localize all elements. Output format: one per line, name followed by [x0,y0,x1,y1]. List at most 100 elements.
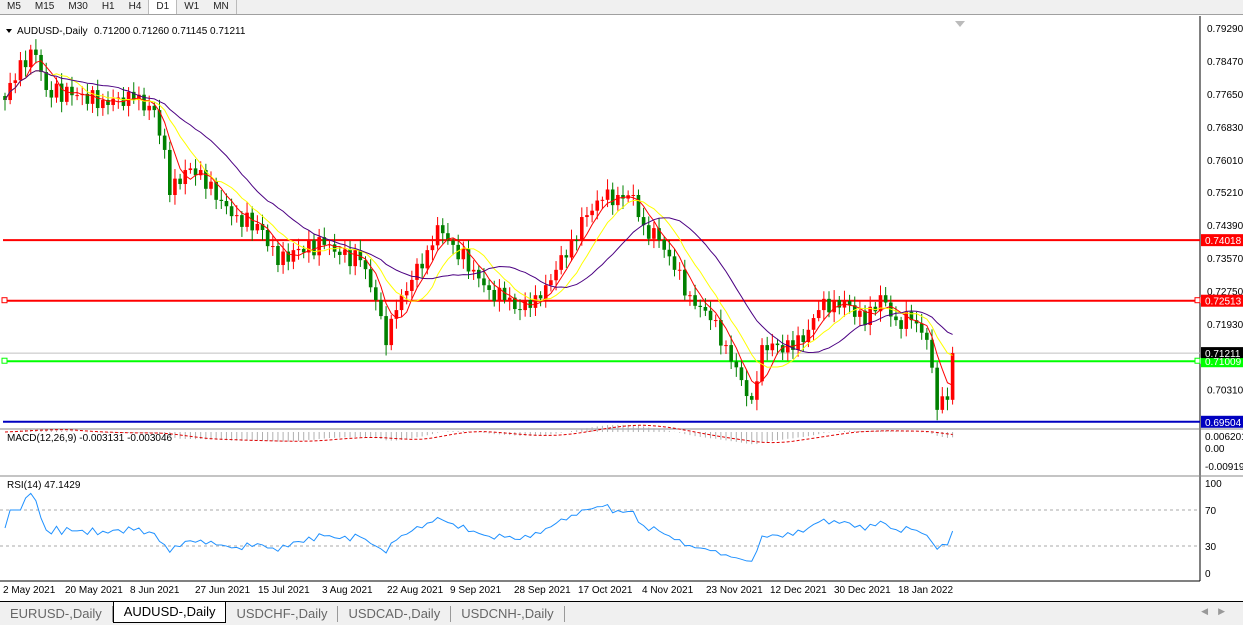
candle-bearish [178,178,182,185]
candle-bullish [760,345,764,382]
candle-bullish [533,295,538,308]
candle-bearish [852,305,857,317]
candle-bearish [322,237,327,245]
candle-bearish [791,340,795,350]
timeframe-M15[interactable]: M15 [34,1,55,12]
candle-bullish [137,94,141,101]
candle-bearish [945,396,950,400]
candle-bearish [487,285,491,290]
candle-bearish [703,307,708,311]
level-price-label: 0.71009 [1205,357,1242,368]
candle-bullish [425,250,430,269]
candle-bullish [271,246,275,248]
tab-usdcad[interactable]: USDCAD-,Daily [338,605,452,622]
candle-bearish [363,260,368,270]
candle-bullish [950,353,955,400]
candle-bullish [245,212,249,227]
timeframe-H1[interactable]: H1 [101,1,115,12]
candle-bearish [775,343,780,346]
timeframe-W1[interactable]: W1 [184,1,200,12]
candle-bearish [374,287,378,301]
candle-bearish [909,311,914,321]
candle-bullish [904,311,909,329]
candle-bullish [18,60,23,81]
candle-bullish [317,237,321,256]
candle-bearish [265,230,270,247]
candle-bearish [873,306,878,312]
line-handle [1,297,8,304]
candle-bullish [471,269,476,272]
price-tick: 0.70310 [1207,385,1243,396]
candle-bullish [353,250,357,267]
timeframe-H4[interactable]: H4 [128,1,142,12]
line-handle [1194,297,1201,304]
price-tick: 0.75210 [1207,188,1243,199]
date-tick: 9 Sep 2021 [450,585,502,596]
price-tick: 0.76830 [1207,123,1243,134]
candle-bearish [142,94,146,111]
price-tick: 0.71930 [1207,320,1243,331]
candle-bullish [770,343,775,351]
candle-bullish [111,98,115,105]
candle-bearish [446,233,450,241]
level-price-box [1201,294,1243,307]
tab-usdcnh[interactable]: USDCNH-,Daily [451,605,565,622]
candle-bullish [543,285,548,299]
candle-bearish [162,135,167,150]
candle-bearish [502,287,507,301]
candle-bearish [863,310,867,325]
candle-bearish [3,96,7,101]
price-chart[interactable]: 0.79290 0.78470 0.77650 0.76830 0.76010 0.752… [0,16,1243,601]
candle-bullish [198,170,203,176]
candle-bearish [636,194,641,218]
candle-bullish [404,290,409,296]
candle-bullish [569,240,574,258]
candle-bearish [34,49,38,55]
candle-bearish [574,240,579,242]
candle-bullish [590,210,594,216]
candle-bullish [811,318,816,330]
tab-scroll-arrows[interactable]: ◀▶ [1201,606,1235,616]
candle-bullish [554,269,558,281]
last-price-box [1201,347,1243,359]
candle-bullish [822,298,826,311]
price-tick: 0.76010 [1207,156,1243,167]
date-tick: 22 Aug 2021 [387,585,444,596]
price-tick: 0.72750 [1207,287,1243,298]
rsi-label: RSI(14) 47.1429 [7,480,81,491]
candle-bearish [672,256,677,270]
candle-bearish [518,309,522,311]
candle-bearish [621,194,625,199]
date-tick: 3 Aug 2021 [322,585,373,596]
candle-bullish [858,310,862,317]
candle-bullish [435,225,440,246]
candle-bullish [585,215,589,218]
candle-bearish [23,60,28,68]
candle-bearish [157,110,162,136]
candle-bearish [477,269,481,279]
candle-bullish [652,228,656,239]
timeframe-M5[interactable]: M5 [7,1,21,12]
candle-bearish [935,367,939,410]
candle-bearish [765,345,769,351]
candle-bullish [173,178,177,195]
candle-bullish [147,105,151,111]
timeframe-MN[interactable]: MN [213,1,229,12]
tab-audusd[interactable]: AUDUSD-,Daily [112,601,227,623]
candle-bearish [513,297,517,310]
candle-bullish [806,329,811,342]
candle-bullish [209,181,213,189]
timeframe-M30[interactable]: M30 [68,1,88,12]
candle-bullish [868,306,872,325]
tab-usdchf[interactable]: USDCHF-,Daily [226,605,339,622]
candle-bullish [580,217,584,241]
tab-eurusd[interactable]: EURUSD-,Daily [0,605,113,622]
timeframe-D1[interactable]: D1 [148,0,178,14]
candle-bearish [85,93,90,104]
candle-bearish [358,250,363,261]
date-tick: 2 May 2021 [3,585,56,596]
candle-bearish [286,251,291,262]
candle-bearish [914,320,919,324]
level-price-label: 0.69504 [1205,418,1242,429]
price-tick: 0.79290 [1207,24,1243,35]
